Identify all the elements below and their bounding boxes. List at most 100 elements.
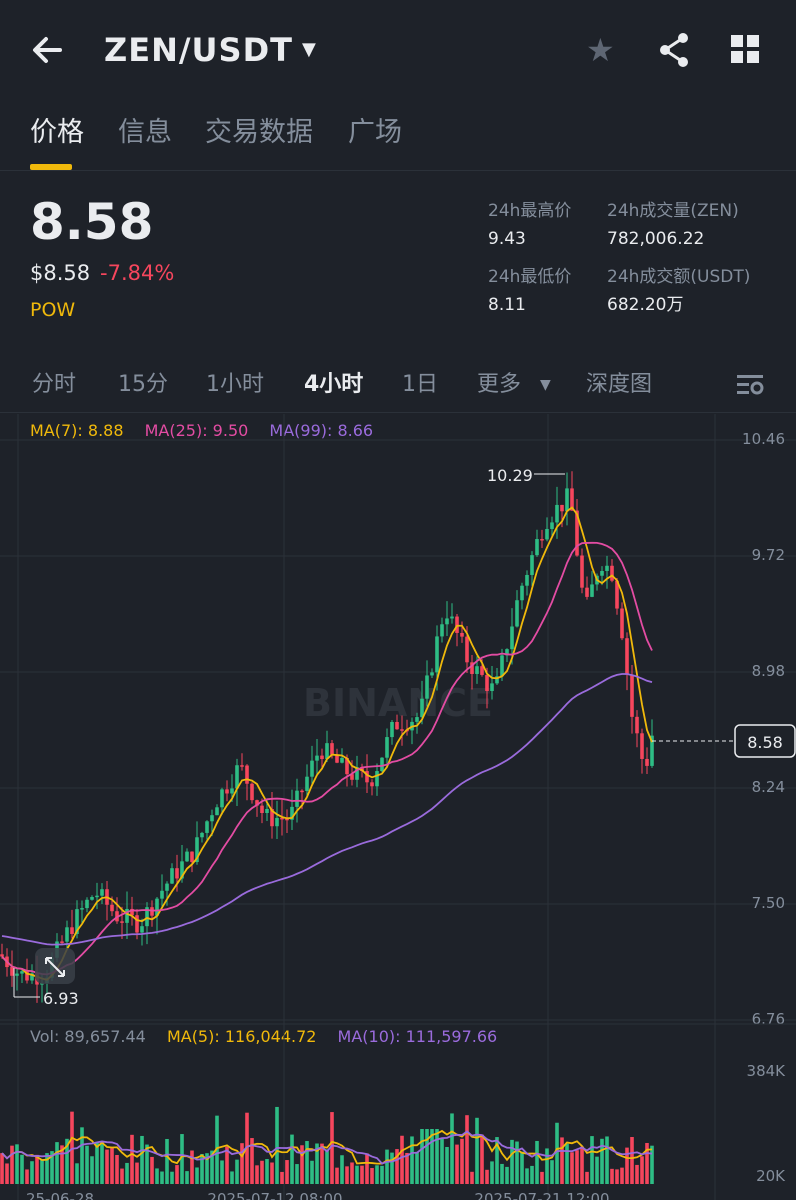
candle-body [515, 600, 519, 627]
ma99-value: MA(99): 8.66 [269, 421, 374, 440]
candle-body [285, 818, 289, 821]
candle-body [425, 675, 429, 699]
ma7-value: MA(7): 8.88 [30, 421, 124, 440]
candle-body [365, 771, 369, 783]
volume-bar [275, 1106, 279, 1184]
pow-tag[interactable]: POW [30, 299, 76, 321]
candle-body [10, 967, 14, 976]
tf-1d[interactable]: 1日 [402, 372, 438, 397]
candle-body [175, 868, 179, 879]
candle-body [535, 539, 539, 556]
candle-body [590, 584, 594, 597]
candle-body [135, 915, 139, 933]
pair-title[interactable]: ZEN/USDT [104, 31, 293, 69]
tf-line[interactable]: 分时 [32, 372, 77, 397]
candle-body [340, 757, 344, 763]
candle-body [235, 765, 239, 789]
star-icon[interactable]: ★ [586, 31, 615, 69]
candle-body [490, 683, 494, 692]
tf-more[interactable]: 更多 [477, 372, 522, 397]
volume-bar [375, 1165, 379, 1184]
candle-body [65, 927, 69, 942]
volume-bar [325, 1149, 329, 1184]
volume-bar [80, 1127, 84, 1184]
candle-body [60, 941, 64, 943]
volume-bar [400, 1135, 404, 1184]
candle-body [580, 555, 584, 588]
volume-bar [510, 1139, 514, 1184]
volume-bar [65, 1138, 69, 1184]
candle-body [560, 504, 564, 512]
candlestick-chart[interactable]: 10.46 9.72 8.98 8.24 7.50 6.76 384K 20K BINANCE 1… [0, 414, 796, 1200]
volume-bar [155, 1168, 159, 1184]
high-label: 24h最高价 [488, 201, 572, 221]
candle-body [330, 743, 334, 755]
volume-bar [385, 1149, 389, 1184]
ma99-line [1, 673, 653, 946]
candle-body [90, 897, 94, 900]
candle-body [130, 908, 134, 916]
candle-body [310, 760, 314, 777]
candle-body [250, 783, 254, 801]
grid-icon[interactable] [730, 34, 760, 64]
candle-body [190, 851, 194, 863]
candle-body [275, 817, 279, 827]
volume-bar [365, 1153, 369, 1184]
high-value: 9.43 [488, 229, 526, 249]
volume-bar [380, 1165, 384, 1184]
candle-body [215, 807, 219, 816]
volume-bar [640, 1156, 644, 1184]
volume-bar [345, 1166, 349, 1184]
arrow-left-icon[interactable] [30, 28, 70, 72]
tf-1h[interactable]: 1小时 [206, 372, 264, 397]
tab-price[interactable]: 价格 [30, 117, 84, 148]
tf-4h[interactable]: 4小时 [304, 372, 364, 397]
volume-bar [230, 1171, 234, 1184]
tab-square[interactable]: 广场 [348, 117, 402, 148]
tf-15m[interactable]: 15分 [118, 372, 168, 397]
volume-bar [25, 1169, 29, 1184]
y-tick-label: 8.98 [752, 662, 785, 680]
volume-bar [465, 1115, 469, 1184]
volume-bar [290, 1134, 294, 1184]
volume-bar [450, 1113, 454, 1184]
share-icon[interactable] [656, 30, 692, 70]
tf-depth[interactable]: 深度图 [586, 372, 653, 397]
volume-bar [215, 1115, 219, 1184]
caret-down-icon[interactable]: ▼ [540, 377, 551, 393]
volume-bar [185, 1171, 189, 1184]
volume-bar [620, 1167, 624, 1184]
y-tick-label: 10.46 [742, 430, 785, 448]
candle-body [225, 789, 229, 794]
volume-bar [110, 1148, 114, 1184]
ma25-line [1, 541, 653, 976]
volume-bar [235, 1159, 239, 1184]
vma5-line [1, 1129, 653, 1165]
tab-info[interactable]: 信息 [118, 117, 172, 148]
volume-bar [490, 1161, 494, 1184]
caret-down-icon[interactable]: ▼ [302, 39, 316, 60]
volume-bar [460, 1138, 464, 1184]
candle-body [350, 774, 354, 780]
candle-body [370, 782, 374, 787]
tab-trading-data[interactable]: 交易数据 [205, 117, 313, 148]
candle-body [605, 565, 609, 571]
volume-bar [505, 1166, 509, 1184]
volume-bar [500, 1163, 504, 1184]
volume-bar [515, 1141, 519, 1184]
candle-body [585, 587, 589, 597]
volume-bar [310, 1160, 314, 1184]
candle-body [385, 737, 389, 758]
candle-body [290, 806, 294, 820]
x-tick-label: 2025-07-12 08:00 [207, 1190, 342, 1200]
candles [0, 471, 654, 1003]
ma-legend: MA(7): 8.88 MA(25): 9.50 MA(99): 8.66 [30, 420, 373, 442]
chart-settings-icon[interactable] [736, 372, 764, 398]
candle-body [155, 898, 159, 916]
volume-bar [370, 1168, 374, 1184]
candle-body [195, 837, 199, 863]
candle-body [0, 954, 4, 957]
candle-body [185, 851, 189, 862]
candle-body [450, 616, 454, 619]
volume-bar [70, 1111, 74, 1184]
